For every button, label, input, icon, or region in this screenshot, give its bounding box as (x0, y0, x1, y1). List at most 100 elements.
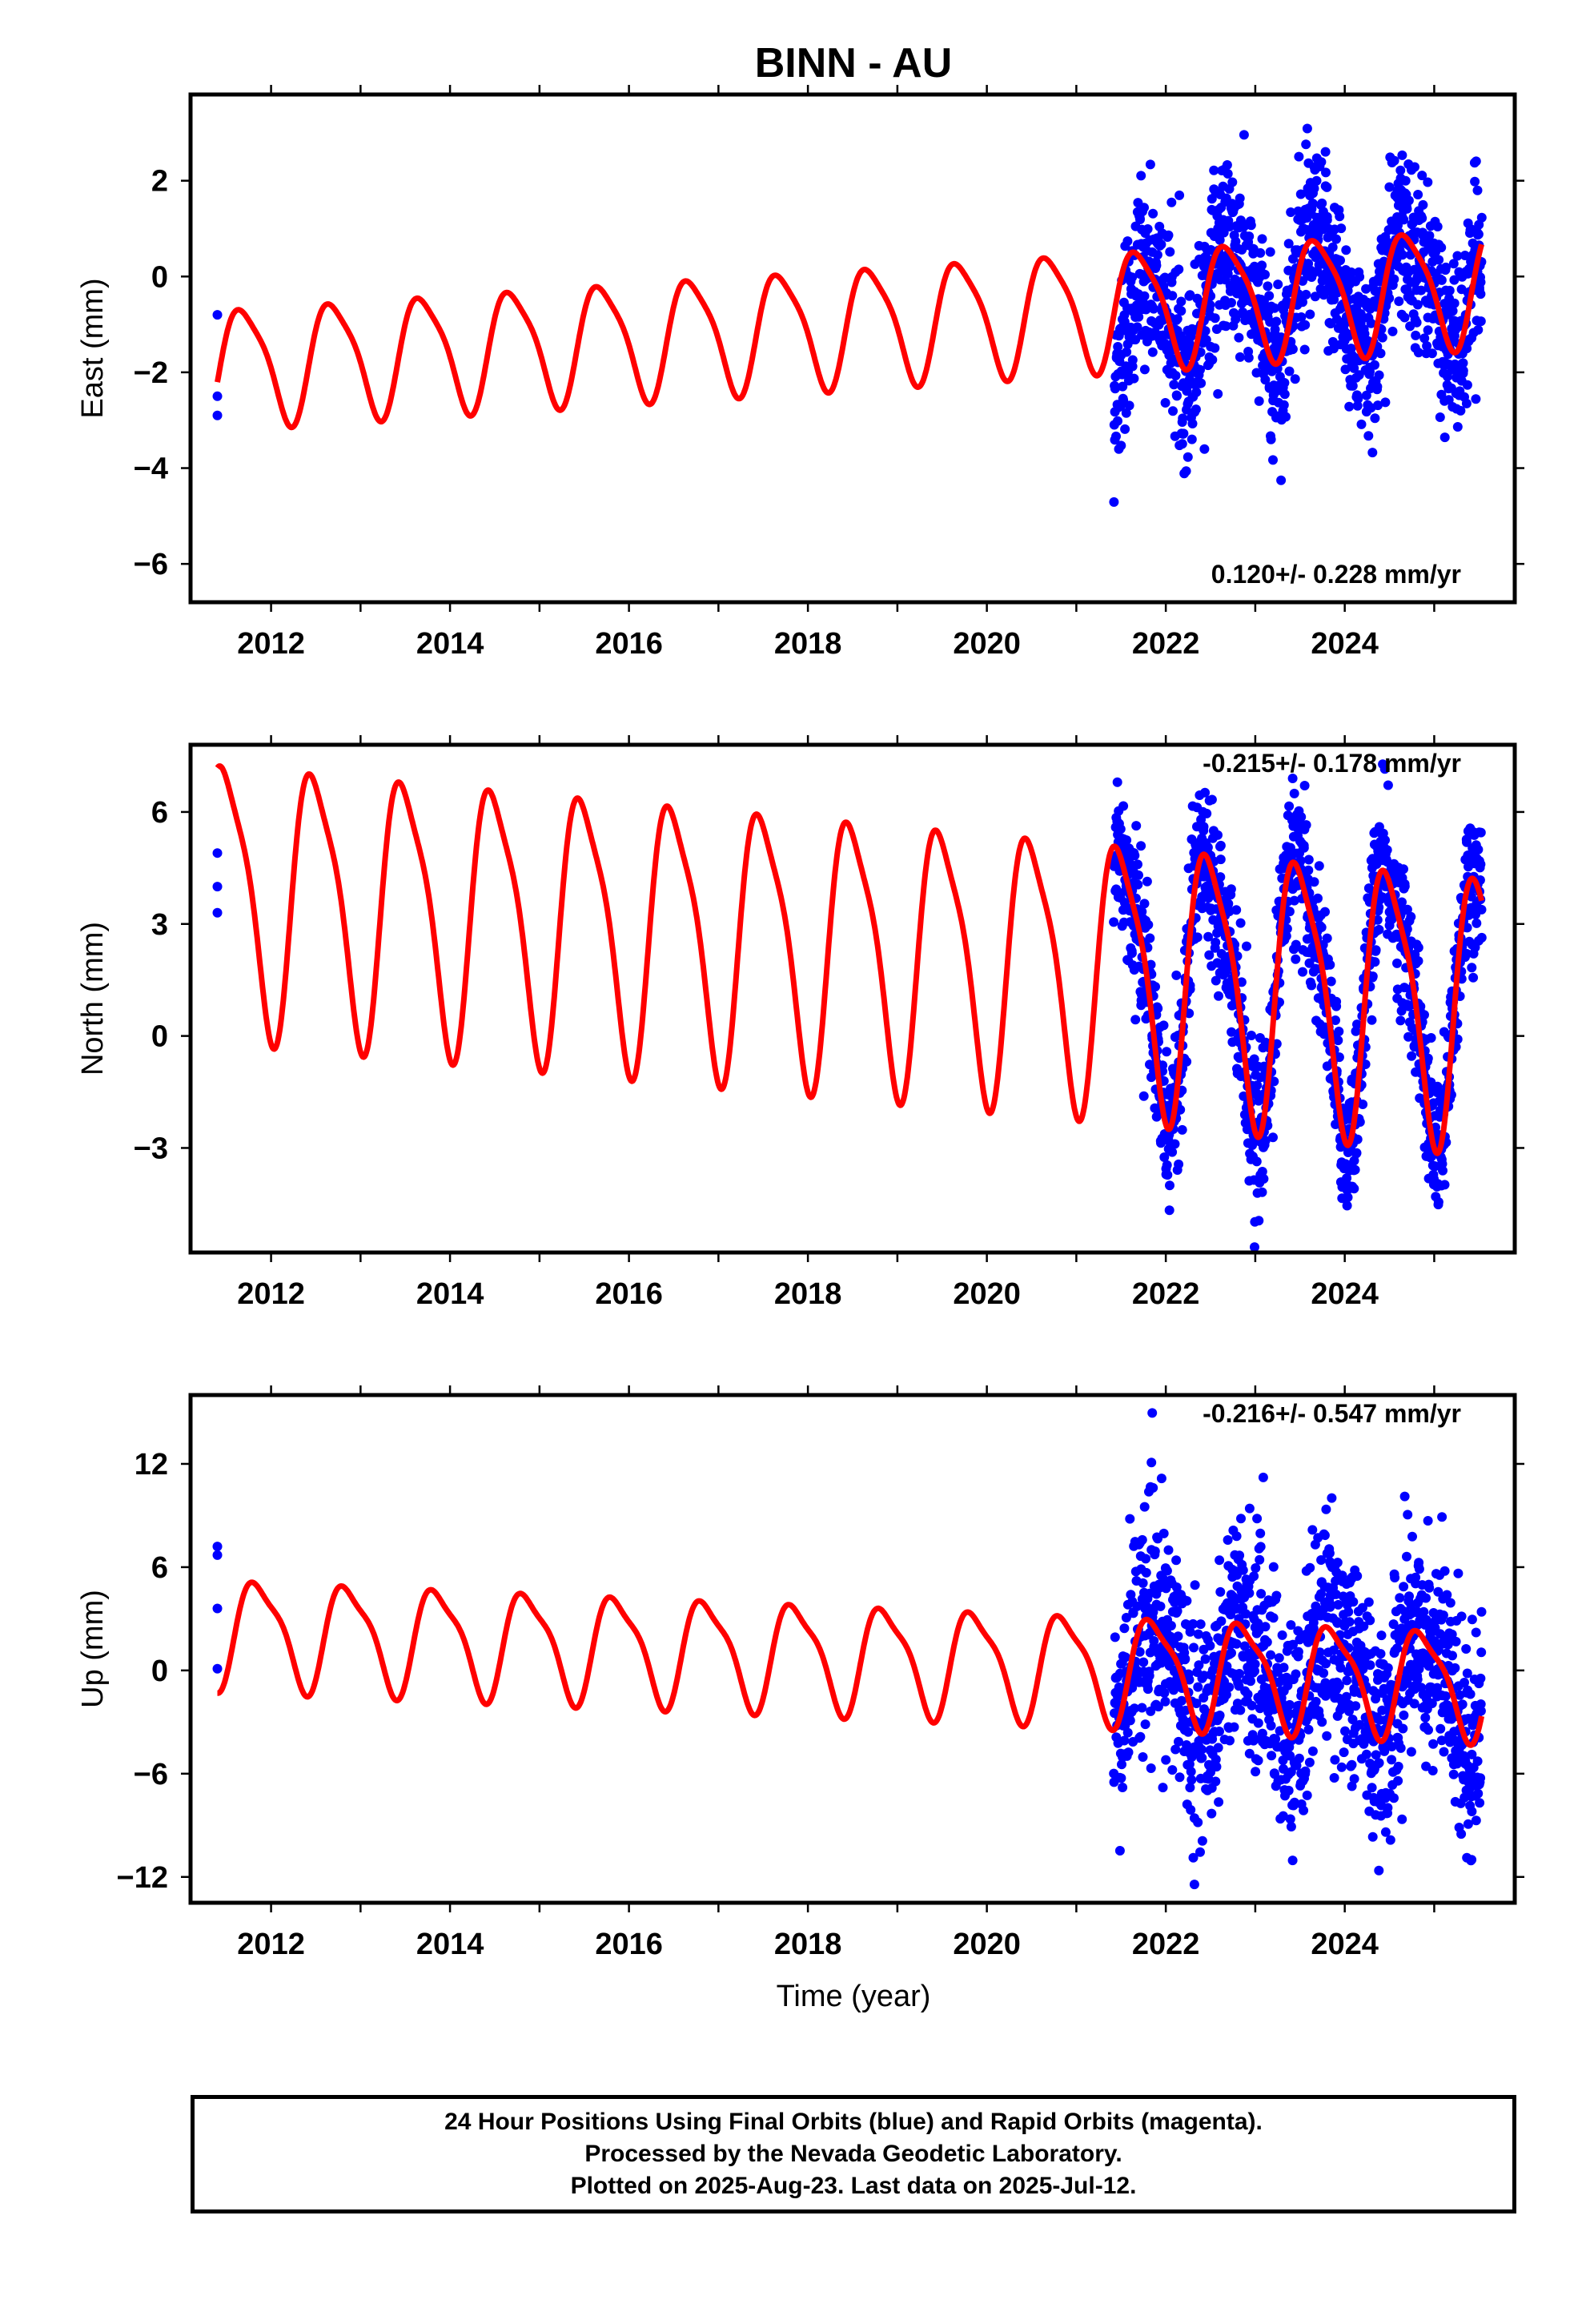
data-point (1467, 963, 1477, 973)
data-point (1423, 1516, 1433, 1526)
data-point (1289, 895, 1299, 906)
data-point (1139, 291, 1150, 301)
data-point (1356, 419, 1367, 429)
data-point (1162, 1170, 1173, 1180)
data-point (1379, 764, 1390, 774)
x-tick-label: 2012 (237, 1928, 305, 1961)
data-point (1197, 1753, 1207, 1763)
data-point (1447, 1651, 1457, 1661)
data-point (1299, 781, 1310, 790)
data-point-early (212, 848, 223, 858)
data-point (1322, 933, 1332, 943)
data-point (1370, 360, 1379, 370)
data-point (1419, 1010, 1429, 1020)
data-point (1296, 812, 1307, 822)
data-point-early (212, 1663, 223, 1674)
east-panel: 2012 2014 2016 2018 2020 2022 2024 −6 −4 −2 0 2 East… (76, 85, 1524, 661)
data-point (1358, 1100, 1368, 1109)
x-tick-label: 2024 (1311, 1277, 1379, 1311)
data-point (1126, 948, 1137, 959)
data-point (1256, 1589, 1267, 1599)
data-point (1333, 1035, 1343, 1046)
data-point (1310, 292, 1320, 302)
data-point (1174, 1772, 1185, 1783)
data-point (1239, 1641, 1250, 1651)
data-point (1331, 234, 1341, 244)
data-point (1334, 1027, 1344, 1036)
data-point (1473, 324, 1484, 335)
x-tick-label: 2018 (774, 1277, 842, 1311)
data-point (1207, 355, 1218, 365)
data-point (1351, 1701, 1361, 1711)
data-point (1260, 1136, 1271, 1146)
data-point (1300, 320, 1311, 330)
data-point (1119, 1623, 1130, 1634)
data-point (1355, 1719, 1365, 1730)
data-point (1227, 1648, 1236, 1659)
data-point (1215, 854, 1226, 865)
data-point (1395, 165, 1406, 175)
data-point (1174, 1736, 1183, 1747)
data-point (1204, 950, 1215, 960)
data-point (1471, 1627, 1481, 1638)
data-point (1462, 923, 1472, 933)
data-point (1231, 314, 1241, 324)
data-point (1262, 1637, 1272, 1647)
data-point (1394, 296, 1404, 307)
data-point (1383, 1803, 1393, 1813)
data-point (1448, 259, 1459, 269)
data-point (1286, 1822, 1296, 1831)
data-point (1428, 1739, 1439, 1749)
data-point (1223, 899, 1234, 909)
data-point (1407, 1531, 1417, 1542)
data-point (1352, 1019, 1362, 1030)
data-point (1319, 1668, 1329, 1679)
data-point (1132, 322, 1142, 332)
data-point (1301, 289, 1311, 300)
data-point (1343, 1606, 1354, 1617)
data-point (1258, 1472, 1268, 1482)
data-point (1118, 381, 1128, 392)
data-point (1186, 1805, 1196, 1815)
data-point (1293, 1647, 1303, 1657)
data-point (1146, 1763, 1156, 1773)
data-point (1320, 907, 1330, 917)
data-point (1255, 247, 1266, 258)
data-point (1189, 1642, 1199, 1653)
data-point (1473, 1788, 1484, 1799)
data-point (1174, 264, 1184, 275)
y-tick-label: 0 (151, 1655, 168, 1688)
data-point (1468, 972, 1479, 983)
data-point (1436, 1735, 1447, 1746)
data-point (1284, 801, 1295, 811)
data-point (1294, 151, 1304, 162)
y-axis-label: North (mm) (76, 922, 110, 1076)
data-point (1244, 231, 1255, 242)
data-point (1331, 1589, 1341, 1599)
data-point (1158, 1783, 1168, 1793)
data-point (1265, 247, 1275, 257)
data-point (1188, 1852, 1199, 1863)
data-point (1257, 1728, 1267, 1739)
data-point (1139, 203, 1149, 213)
data-point (1279, 378, 1290, 388)
data-point (1200, 263, 1211, 273)
data-point (1317, 1717, 1327, 1727)
data-point (1438, 1165, 1447, 1176)
data-point (1389, 274, 1399, 284)
data-point (1328, 1645, 1339, 1655)
data-point (1449, 275, 1460, 285)
data-point (1182, 452, 1193, 462)
data-point (1379, 1683, 1389, 1694)
data-point (1213, 830, 1223, 840)
data-point (1289, 788, 1299, 798)
data-point (1321, 167, 1331, 178)
data-point (1317, 198, 1327, 208)
data-point (1412, 1675, 1423, 1685)
data-point (1130, 1703, 1139, 1714)
data-point (1341, 245, 1351, 255)
data-point (1412, 300, 1423, 310)
data-point (1199, 822, 1209, 832)
data-point (1253, 1755, 1263, 1766)
data-point (1151, 260, 1162, 271)
